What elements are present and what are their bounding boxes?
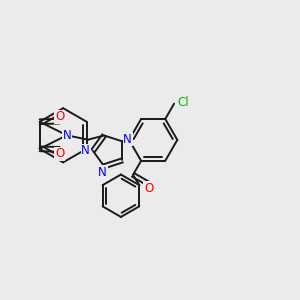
Text: O: O [55,147,64,160]
Text: Cl: Cl [177,96,189,109]
Text: N: N [123,133,132,146]
Text: N: N [62,129,71,142]
Text: N: N [81,144,90,158]
Text: N: N [98,166,107,179]
Text: O: O [55,110,64,123]
Text: O: O [144,182,153,195]
